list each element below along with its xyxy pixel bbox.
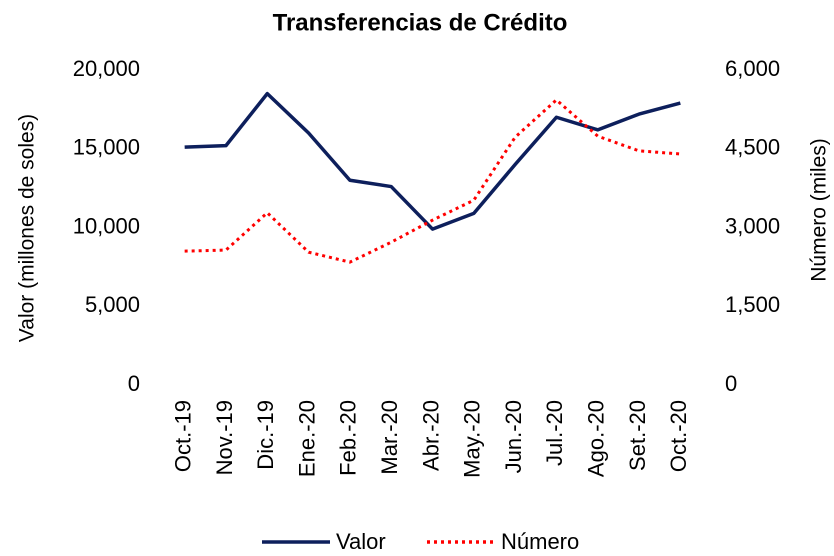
y2-tick-label: 0: [725, 371, 737, 396]
x-tick-label: Oct.-20: [666, 400, 691, 472]
y-tick-label: 20,000: [73, 56, 140, 81]
y-tick-label: 15,000: [73, 135, 140, 160]
y-tick-label: 5,000: [85, 292, 140, 317]
x-tick-label: Set.-20: [625, 400, 650, 471]
x-tick-label: Mar.-20: [377, 400, 402, 475]
y-tick-label: 10,000: [73, 213, 140, 238]
x-tick-label: Dic.-19: [253, 400, 278, 470]
y2-tick-label: 3,000: [725, 213, 780, 238]
x-tick-label: Jul.-20: [542, 400, 567, 466]
x-tick-label: Abr.-20: [418, 400, 443, 471]
y2-tick-label: 4,500: [725, 135, 780, 160]
y-tick-label: 0: [128, 371, 140, 396]
x-tick-label: May.-20: [460, 400, 485, 478]
x-tick-label: Jun.-20: [501, 400, 526, 473]
y2-tick-label: 1,500: [725, 292, 780, 317]
y2-axis-title: Número (miles): [808, 138, 831, 282]
x-tick-label: Ago.-20: [584, 400, 609, 477]
x-tick-label: Ene.-20: [294, 400, 319, 477]
x-tick-label: Feb.-20: [336, 400, 361, 476]
legend-label: Número: [501, 529, 579, 554]
x-tick-label: Nov.-19: [212, 400, 237, 475]
y-axis-title: Valor (millones de soles): [16, 114, 39, 342]
series-line: [184, 91, 681, 231]
x-tick-label: Oct.-19: [170, 400, 195, 472]
series-line: [184, 98, 681, 264]
chart-title: Transferencias de Crédito: [273, 9, 568, 36]
legend-label: Valor: [336, 529, 386, 554]
y2-tick-label: 6,000: [725, 56, 780, 81]
